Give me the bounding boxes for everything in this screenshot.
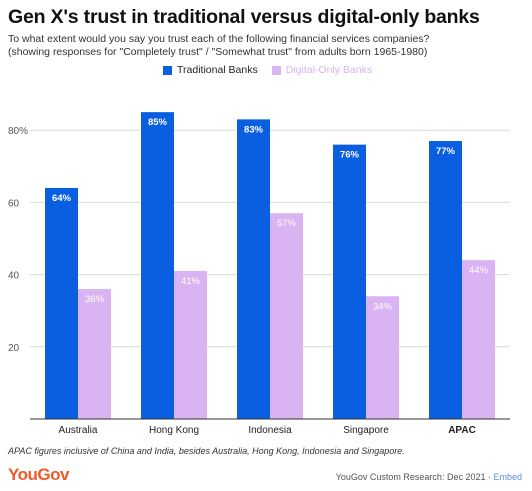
- legend-swatch-digital: [271, 65, 281, 75]
- data-label-traditional-hong-kong: 85%: [148, 117, 168, 128]
- legend-label-digital: Digital-Only Banks: [285, 64, 373, 76]
- subtitle-line-1: To what extent would you say you trust e…: [8, 33, 430, 45]
- footnote: APAC figures inclusive of China and Indi…: [8, 446, 405, 456]
- legend: Traditional Banks Digital-Only Banks: [163, 64, 372, 76]
- bar-digital-hong-kong[interactable]: [174, 270, 207, 419]
- bar-digital-australia[interactable]: [78, 289, 111, 419]
- data-label-digital-hong-kong: 41%: [181, 276, 201, 287]
- bar-traditional-australia[interactable]: [45, 187, 78, 419]
- legend-label-traditional: Traditional Banks: [177, 64, 258, 76]
- yougov-logo[interactable]: YouGov: [8, 465, 69, 484]
- y-tick-label-60: 60: [8, 198, 20, 209]
- label-layer: 20 40 60 80% 64% 36% Australia 85% 41% Hong Kong 8…: [8, 117, 489, 436]
- bar-traditional-apac[interactable]: [429, 141, 462, 419]
- y-tick-label-20: 20: [8, 343, 20, 354]
- x-tick-label-australia: Australia: [59, 425, 98, 436]
- x-tick-label-apac: APAC: [448, 425, 476, 436]
- legend-item-digital[interactable]: Digital-Only Banks: [271, 64, 373, 76]
- y-tick-label-40: 40: [8, 271, 20, 282]
- y-tick-label-80: 80%: [8, 126, 28, 137]
- data-label-digital-australia: 36%: [85, 294, 105, 305]
- bar-traditional-singapore[interactable]: [333, 144, 366, 419]
- credit-separator: ·: [485, 472, 494, 482]
- credit: YouGov Custom Research: Dec 2021 · Embed: [336, 472, 522, 482]
- bar-traditional-indonesia[interactable]: [237, 119, 270, 420]
- bar-digital-apac[interactable]: [462, 260, 495, 419]
- bar-chart: 20 40 60 80% 64% 36% Australia 85% 41% Hong Kong 8…: [8, 112, 510, 436]
- embed-link[interactable]: Embed: [493, 472, 522, 482]
- chart-title: Gen X's trust in traditional versus digi…: [8, 6, 480, 28]
- data-label-traditional-apac: 77%: [436, 146, 456, 157]
- credit-source: YouGov Custom Research: Dec 2021: [335, 472, 486, 482]
- bar-digital-indonesia[interactable]: [270, 213, 303, 419]
- bar-digital-singapore[interactable]: [366, 296, 399, 419]
- bar-traditional-hong-kong[interactable]: [141, 112, 174, 420]
- chart-subtitle: To what extent would you say you trust e…: [8, 33, 429, 59]
- data-label-digital-indonesia: 57%: [277, 218, 297, 229]
- x-tick-label-hong-kong: Hong Kong: [149, 425, 199, 436]
- data-label-traditional-australia: 64%: [52, 193, 72, 204]
- data-label-traditional-indonesia: 83%: [244, 124, 264, 135]
- data-label-digital-singapore: 34%: [373, 301, 393, 312]
- legend-item-traditional[interactable]: Traditional Banks: [163, 64, 258, 76]
- data-label-digital-apac: 44%: [469, 265, 489, 276]
- x-tick-label-singapore: Singapore: [343, 425, 389, 436]
- legend-swatch-traditional: [163, 65, 172, 75]
- subtitle-line-2: (showing responses for "Completely trust…: [8, 46, 428, 58]
- bar-layer: [45, 112, 495, 420]
- x-tick-label-indonesia: Indonesia: [248, 425, 292, 436]
- data-label-traditional-singapore: 76%: [340, 150, 360, 161]
